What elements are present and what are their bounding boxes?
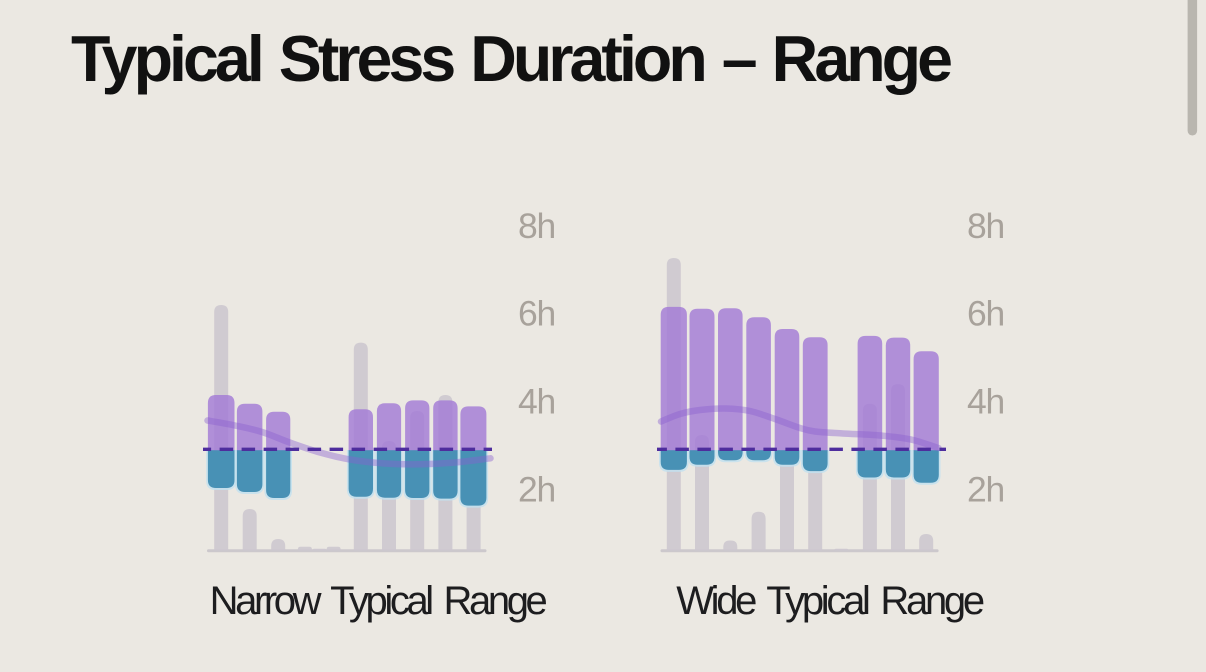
- svg-text:6h: 6h: [967, 294, 1004, 334]
- svg-text:4h: 4h: [967, 382, 1004, 422]
- svg-text:6h: 6h: [518, 294, 555, 334]
- svg-text:8h: 8h: [518, 206, 555, 246]
- svg-text:4h: 4h: [518, 382, 555, 422]
- svg-text:2h: 2h: [967, 470, 1004, 510]
- svg-text:Typical Stress Duration – Rang: Typical Stress Duration – Range: [71, 23, 951, 95]
- svg-text:8h: 8h: [967, 206, 1004, 246]
- svg-text:Narrow Typical Range: Narrow Typical Range: [210, 579, 547, 623]
- svg-text:Wide Typical Range: Wide Typical Range: [676, 579, 984, 623]
- svg-text:2h: 2h: [518, 470, 555, 510]
